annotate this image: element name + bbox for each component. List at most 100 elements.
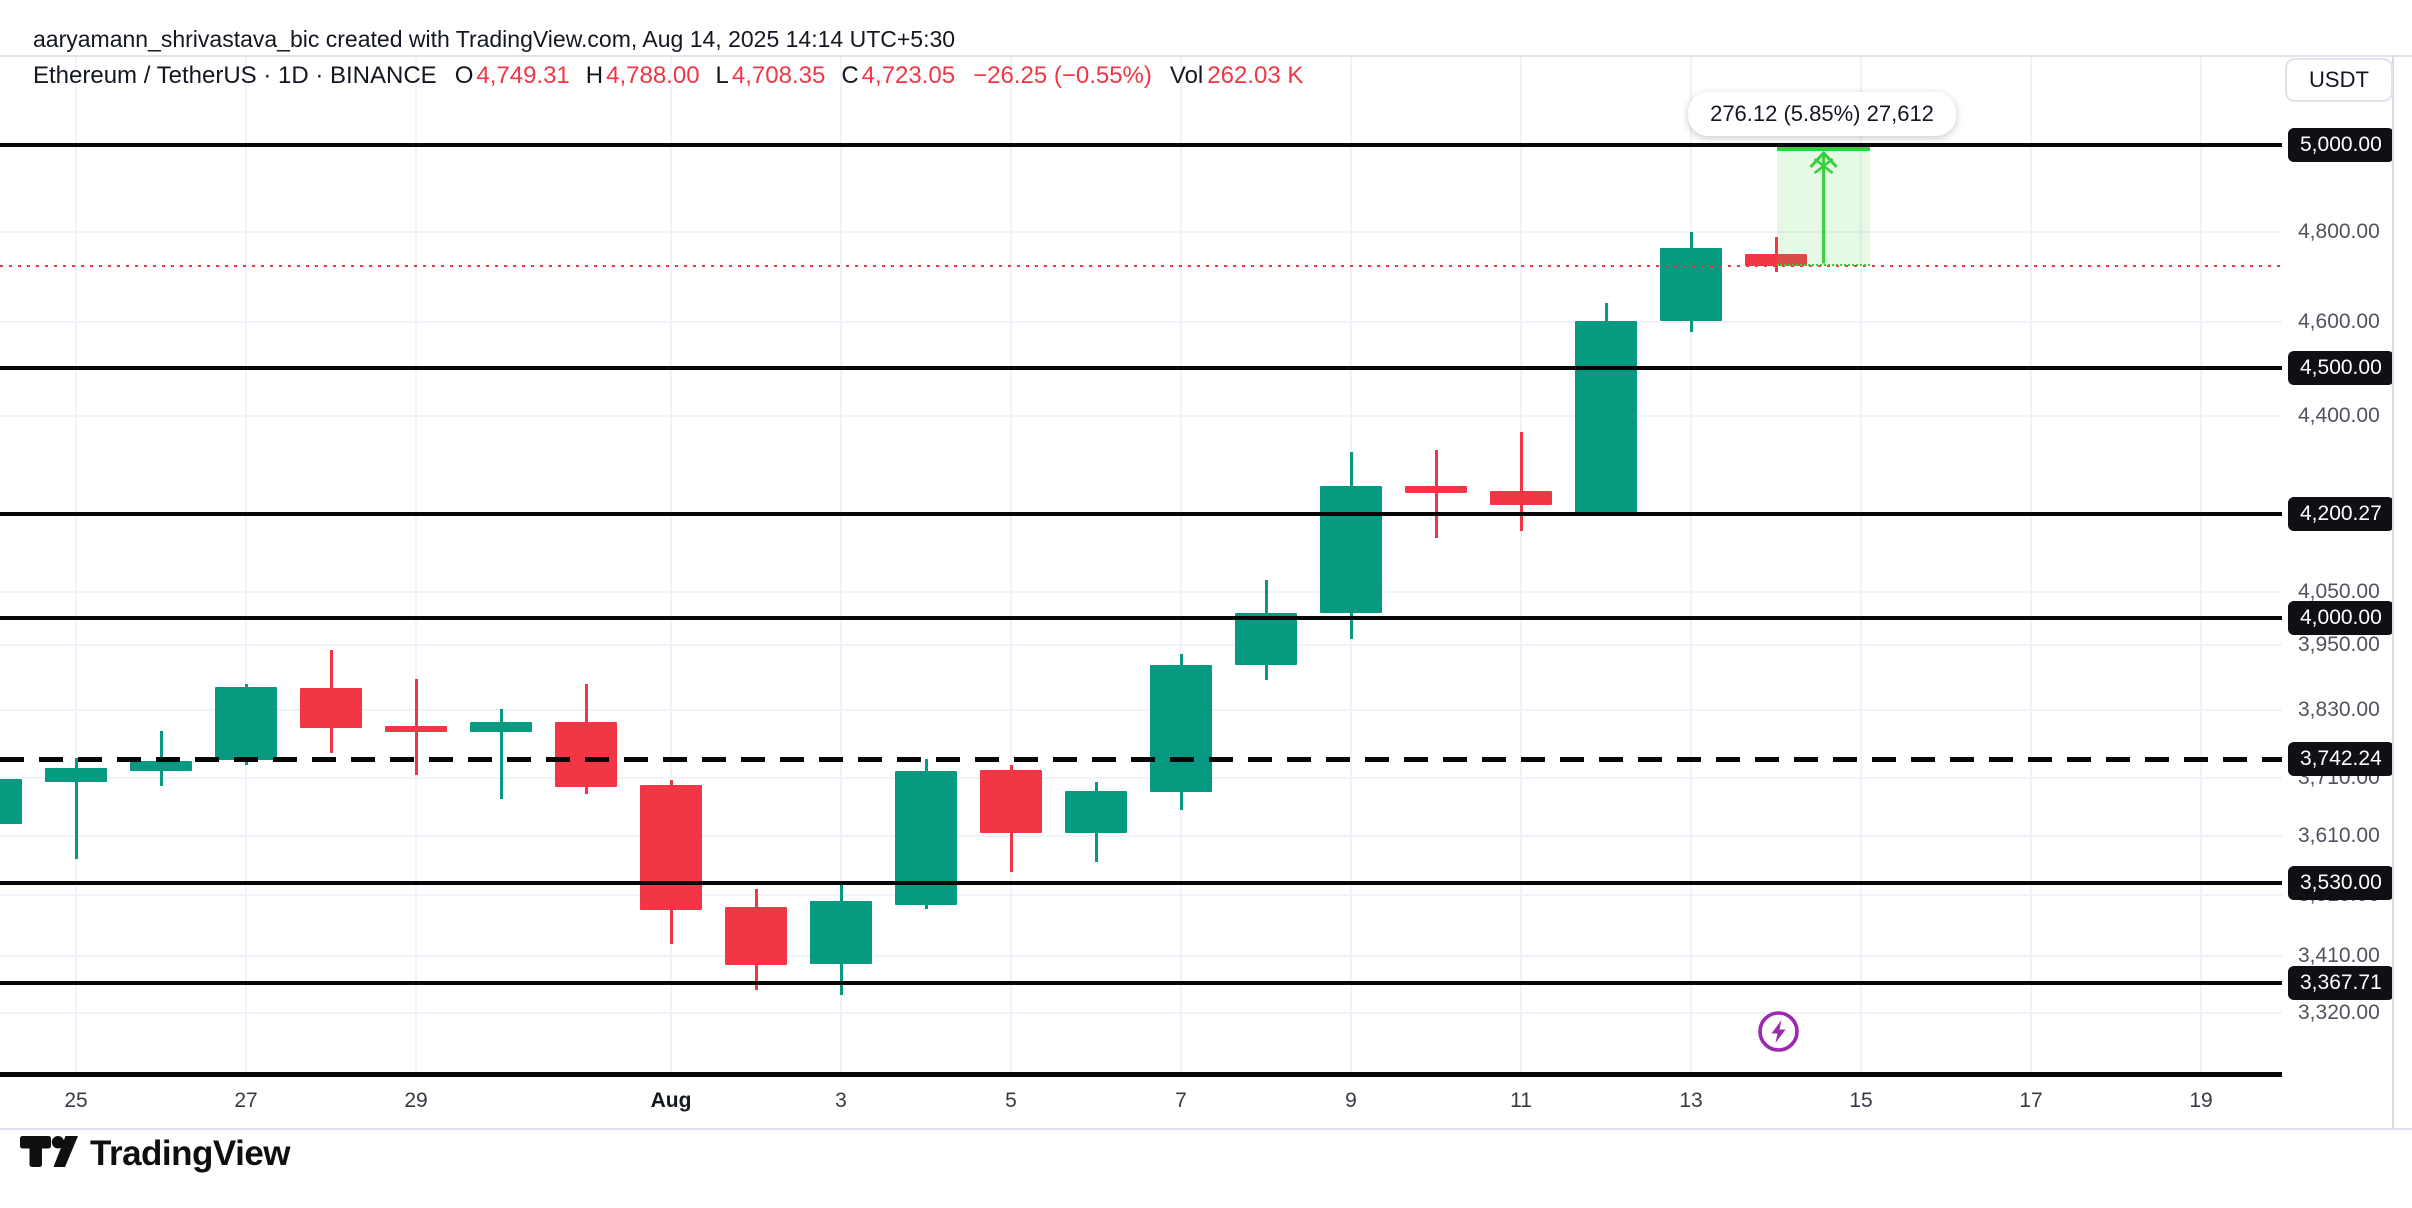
time-tick-label-15: 15 bbox=[1849, 1089, 1873, 1112]
ohlc-value: 4,708.35 bbox=[731, 62, 826, 89]
candle-body bbox=[810, 901, 872, 964]
symbol-title[interactable]: Ethereum / TetherUS · 1D · BINANCE bbox=[33, 62, 437, 89]
time-tick-label-9: 9 bbox=[1345, 1089, 1357, 1112]
time-tick-label-Aug: Aug bbox=[650, 1089, 692, 1112]
horizontal-gridline bbox=[0, 230, 2282, 233]
candle-body bbox=[300, 688, 362, 729]
boost-lightning-icon[interactable] bbox=[1756, 1009, 1801, 1059]
candle-body bbox=[215, 687, 277, 760]
candle-body bbox=[1150, 665, 1212, 792]
tradingview-logo-text: TradingView bbox=[90, 1134, 291, 1173]
vertical-gridline bbox=[1860, 55, 1862, 1075]
time-tick-label-25: 25 bbox=[64, 1089, 88, 1112]
vertical-gridline bbox=[245, 55, 247, 1075]
vertical-gridline bbox=[2200, 55, 2202, 1075]
widget-bottom-border bbox=[0, 1128, 2412, 1130]
ohlc-item-O: O 4,749.31 bbox=[455, 62, 570, 90]
candle-body bbox=[45, 767, 107, 782]
chart-legend[interactable]: Ethereum / TetherUS · 1D · BINANCE O 4,74… bbox=[33, 62, 1303, 90]
price-level-badge: 3,367.71 bbox=[2288, 965, 2394, 1000]
level-line-4200.27[interactable] bbox=[0, 512, 2282, 517]
time-tick-label-17: 17 bbox=[2019, 1089, 2043, 1112]
candle-body bbox=[1745, 254, 1807, 266]
ohlc-key: L bbox=[715, 62, 729, 89]
candle-body bbox=[640, 785, 702, 910]
time-tick-label-29: 29 bbox=[404, 1089, 428, 1112]
vertical-gridline bbox=[1180, 55, 1182, 1075]
candle-wick bbox=[1519, 432, 1523, 532]
ohlc-key: O bbox=[454, 62, 474, 89]
vertical-gridline bbox=[1690, 55, 1692, 1075]
volume-label: Vol bbox=[1169, 62, 1204, 89]
ohlc-key: H bbox=[585, 62, 604, 89]
volume-readout: Vol 262.03 K bbox=[1170, 62, 1303, 90]
tradingview-logo-mark-icon bbox=[20, 1136, 78, 1172]
vertical-gridline bbox=[75, 55, 77, 1075]
level-line-5000.00[interactable] bbox=[0, 143, 2282, 147]
measure-tooltip: 276.12 (5.85%) 27,612 bbox=[1688, 92, 1956, 136]
ohlc-value: 4,749.31 bbox=[476, 62, 570, 89]
chart-pane[interactable] bbox=[0, 55, 2282, 1075]
time-axis[interactable]: 25 27 29 Aug 3 5 7 9 11 13 15 17 19 bbox=[0, 1075, 2412, 1128]
vertical-gridline bbox=[2030, 55, 2032, 1075]
level-line-3742.24[interactable] bbox=[0, 757, 2282, 763]
last-price-line bbox=[0, 264, 2282, 267]
ohlc-value: 4,788.00 bbox=[606, 62, 700, 89]
time-tick-label-13: 13 bbox=[1679, 1089, 1703, 1112]
time-tick-label-27: 27 bbox=[234, 1089, 258, 1112]
currency-toggle-button[interactable]: USDT bbox=[2285, 58, 2393, 102]
measure-range-box[interactable] bbox=[1777, 147, 1871, 266]
price-level-badge: 4,500.00 bbox=[2288, 351, 2394, 386]
horizontal-gridline bbox=[0, 320, 2282, 323]
price-tick-label: 4,050.00 bbox=[2298, 579, 2380, 603]
ohlc-item-C: C 4,723.05 bbox=[841, 62, 955, 90]
widget-top-border bbox=[0, 55, 2412, 57]
price-tick-label: 3,410.00 bbox=[2298, 944, 2380, 968]
level-line-4000.00[interactable] bbox=[0, 616, 2282, 621]
vertical-gridline bbox=[670, 55, 672, 1075]
measure-arrow-icon bbox=[1809, 151, 1838, 264]
price-tick-label: 4,400.00 bbox=[2298, 404, 2380, 427]
time-tick-label-19: 19 bbox=[2189, 1089, 2213, 1112]
candle-body bbox=[1235, 612, 1297, 666]
candle-body bbox=[470, 721, 532, 732]
volume-value: 262.03 K bbox=[1207, 62, 1304, 89]
price-level-badge: 5,000.00 bbox=[2288, 128, 2394, 162]
horizontal-gridline bbox=[0, 894, 2282, 897]
price-level-badge: 4,000.00 bbox=[2288, 601, 2394, 636]
candle-body bbox=[1660, 248, 1722, 321]
vertical-gridline bbox=[840, 55, 842, 1075]
ohlc-values: O 4,749.31 H 4,788.00 L 4,708.35 C 4,723.05 bbox=[455, 62, 955, 90]
time-tick-label-5: 5 bbox=[1005, 1089, 1017, 1112]
time-tick-label-11: 11 bbox=[1510, 1089, 1532, 1112]
time-tick-label-3: 3 bbox=[835, 1089, 847, 1112]
candle-body bbox=[1575, 320, 1637, 514]
price-tick-label: 4,600.00 bbox=[2298, 309, 2380, 333]
horizontal-gridline bbox=[0, 643, 2282, 646]
horizontal-gridline bbox=[0, 1012, 2282, 1015]
horizontal-gridline bbox=[0, 834, 2282, 837]
tradingview-logo[interactable]: TradingView bbox=[20, 1134, 291, 1174]
candle-body bbox=[1065, 791, 1127, 833]
level-line-3367.71[interactable] bbox=[0, 980, 2282, 985]
candle-body bbox=[980, 770, 1042, 833]
attribution-text: aaryamann_shrivastava_bic created with T… bbox=[33, 26, 956, 52]
vertical-gridline bbox=[1520, 55, 1522, 1075]
level-line-4500.00[interactable] bbox=[0, 366, 2282, 371]
candle-body bbox=[555, 721, 617, 787]
vertical-gridline bbox=[415, 55, 417, 1075]
candle-body bbox=[725, 906, 787, 966]
price-axis[interactable]: 4,800.00 4,600.00 4,400.00 4,050.00 3,950.00… bbox=[2282, 55, 2394, 1075]
candle-wick bbox=[499, 709, 503, 799]
candle-wick bbox=[74, 758, 78, 859]
time-tick-label-7: 7 bbox=[1175, 1089, 1187, 1112]
candle-body bbox=[1320, 485, 1382, 613]
pane-bottom-line bbox=[0, 1072, 2282, 1077]
ohlc-key: C bbox=[841, 62, 859, 89]
candle-body bbox=[130, 761, 192, 772]
ohlc-item-L: L 4,708.35 bbox=[716, 62, 826, 90]
level-line-3530.00[interactable] bbox=[0, 881, 2282, 886]
horizontal-gridline bbox=[0, 776, 2282, 779]
ohlc-value: 4,723.05 bbox=[861, 62, 956, 89]
